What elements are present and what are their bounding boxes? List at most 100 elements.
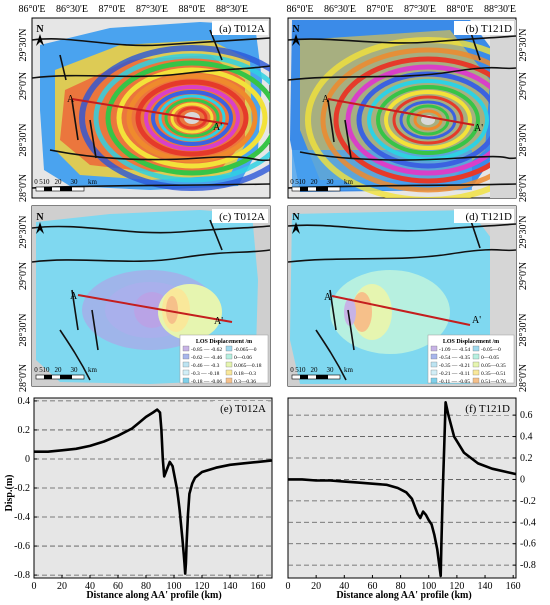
chart-f-ytick-label: -0.4 — [520, 517, 536, 528]
chart-e-title: (e) T012A — [220, 403, 266, 415]
panel-b-point-a: A — [322, 94, 330, 105]
panel-a-point-a-prime: A' — [213, 122, 222, 133]
chart-f-xlabel: Distance along AA' profile (km) — [336, 590, 471, 601]
lon-label-left: 86°30'E — [56, 4, 88, 15]
panel-d-scale-label: 5 — [295, 366, 299, 374]
legend-swatch — [182, 361, 190, 368]
chart-e-ytick-label: -0.4 — [14, 512, 30, 523]
chart-f-xtick-label: 160 — [506, 581, 521, 592]
lon-label-right: 86°0'E — [287, 4, 314, 15]
legend-swatch — [430, 345, 438, 352]
legend-swatch — [182, 353, 190, 360]
lon-label-right: 86°30'E — [324, 4, 356, 15]
panel-d-lat-label: 29°0'N — [518, 262, 529, 290]
legend-label: 0.3—0.36 — [234, 379, 256, 385]
legend-swatch — [225, 361, 233, 368]
legend-swatch — [472, 345, 480, 352]
chart-f-ytick-label: 0.6 — [520, 410, 533, 421]
panel-c-title-box — [212, 209, 268, 223]
panel-d-lat-label: 28°0'N — [518, 364, 529, 392]
chart-f-xtick-label: 20 — [311, 581, 321, 592]
chart-f-xtick-label: 120 — [449, 581, 464, 592]
panel-d-scale-label: 30 — [327, 366, 335, 374]
legend-label: -0.065—0 — [234, 347, 257, 353]
panel-a-scale-label: km — [88, 178, 98, 186]
panel-c-scale-label: 5 — [39, 366, 43, 374]
chart-e-xtick-label: 120 — [195, 581, 210, 592]
legend-swatch — [472, 361, 480, 368]
panel-d-scale-segment — [316, 375, 328, 379]
legend-label: 0.065—0.18 — [234, 363, 262, 369]
lon-label-left: 87°30'E — [136, 4, 168, 15]
panel-a-north-label: N — [36, 24, 44, 35]
panel-d-legend: LOS Displacement /m -1.09 — -0.54 -0.05—0… — [427, 334, 515, 385]
panel-a-scale-label: 5 — [39, 178, 43, 186]
panel-b-scale-label: 20 — [311, 178, 319, 186]
panel-a-profile-line — [71, 98, 229, 125]
chart-e: Disp.(m) Distance along AA' profile (km)… — [4, 396, 273, 601]
legend-label: -0.54 — -0.35 — [439, 355, 470, 361]
legend-swatch — [225, 353, 233, 360]
lon-label-right: 87°0'E — [367, 4, 394, 15]
panel-a-lat-label: 29°0'N — [18, 72, 29, 100]
panel-d-map: A A' (d) T121D LOS Displacement /m -1.09… — [287, 205, 517, 387]
panel-a-interferogram — [32, 22, 270, 191]
panel-c-legend-title: LOS Displacement /m — [196, 339, 252, 345]
panel-c-displacement — [32, 206, 270, 386]
panel-c-north-label: N — [36, 212, 44, 223]
panel-b-interferogram — [288, 20, 516, 198]
chart-e-xtick-label: 0 — [32, 581, 37, 592]
panel-c-title: (c) T012A — [219, 211, 265, 223]
legend-label: -0.46 — -0.3 — [191, 363, 220, 369]
legend-label: 0.05—0.35 — [481, 363, 506, 369]
panel-d-north-arrow-icon — [292, 222, 300, 234]
legend-swatch — [430, 377, 438, 384]
chart-f-xtick-label: 0 — [286, 581, 291, 592]
chart-f-ytick-label: -0.8 — [520, 560, 536, 571]
panel-c-north-arrow-icon — [36, 222, 44, 234]
lon-label-left: 88°30'E — [216, 4, 248, 15]
panel-c-scale-segment — [44, 375, 52, 379]
panel-b-scale-label: 5 — [295, 178, 299, 186]
panel-c-point-a-prime: A' — [214, 316, 223, 327]
legend-swatch — [225, 369, 233, 376]
panel-d-lat-label: 29°30'N — [518, 215, 529, 248]
panel-c-map: A A' (c) T012A LOS Displacement /m -0.85… — [31, 205, 271, 387]
legend-swatch — [182, 345, 190, 352]
chart-e-title-box — [213, 401, 268, 415]
panel-a-title: (a) T012A — [219, 23, 265, 35]
panel-d-scale-label: 10 — [299, 366, 307, 374]
legend-swatch — [182, 377, 190, 384]
chart-f-ytick-label: -0.2 — [520, 496, 536, 507]
lon-label-left: 87°0'E — [99, 4, 126, 15]
legend-swatch — [430, 361, 438, 368]
panel-b-north-arrow-icon — [292, 34, 300, 46]
chart-f-series-line — [288, 401, 517, 578]
chart-e-plot-area — [33, 397, 273, 579]
panel-d-profile-line — [331, 295, 471, 326]
panel-d-scale-segment — [300, 375, 308, 379]
chart-e-xtick-label: 60 — [113, 581, 123, 592]
panel-d-legend-title: LOS Displacement /m — [443, 339, 499, 345]
legend-label: -1.09 — -0.54 — [439, 347, 470, 353]
panel-b-lat-label: 28°30'N — [518, 123, 529, 156]
chart-f-xtick-label: 80 — [396, 581, 406, 592]
chart-e-ytick-label: 0.4 — [18, 396, 31, 407]
panel-a-scale-label: 10 — [43, 178, 51, 186]
panel-c-scale-label: 10 — [43, 366, 51, 374]
chart-f-xtick-label: 100 — [421, 581, 436, 592]
chart-e-xlabel: Distance along AA' profile (km) — [86, 590, 221, 601]
panel-d-scale-label: 20 — [311, 366, 319, 374]
chart-e-ytick-label: -0.2 — [14, 483, 30, 494]
legend-label: 0—0.06 — [234, 355, 252, 361]
legend-label: 0.35—0.51 — [481, 371, 506, 377]
legend-swatch — [182, 369, 190, 376]
legend-label: -0.62 — -0.46 — [191, 355, 222, 361]
panel-c-profile-line — [77, 294, 233, 323]
legend-swatch — [225, 377, 233, 384]
chart-e-ytick-label: 0 — [25, 454, 30, 465]
legend-swatch — [472, 353, 480, 360]
legend-label: -0.21 — -0.11 — [439, 371, 470, 377]
chart-e-xtick-label: 20 — [57, 581, 67, 592]
